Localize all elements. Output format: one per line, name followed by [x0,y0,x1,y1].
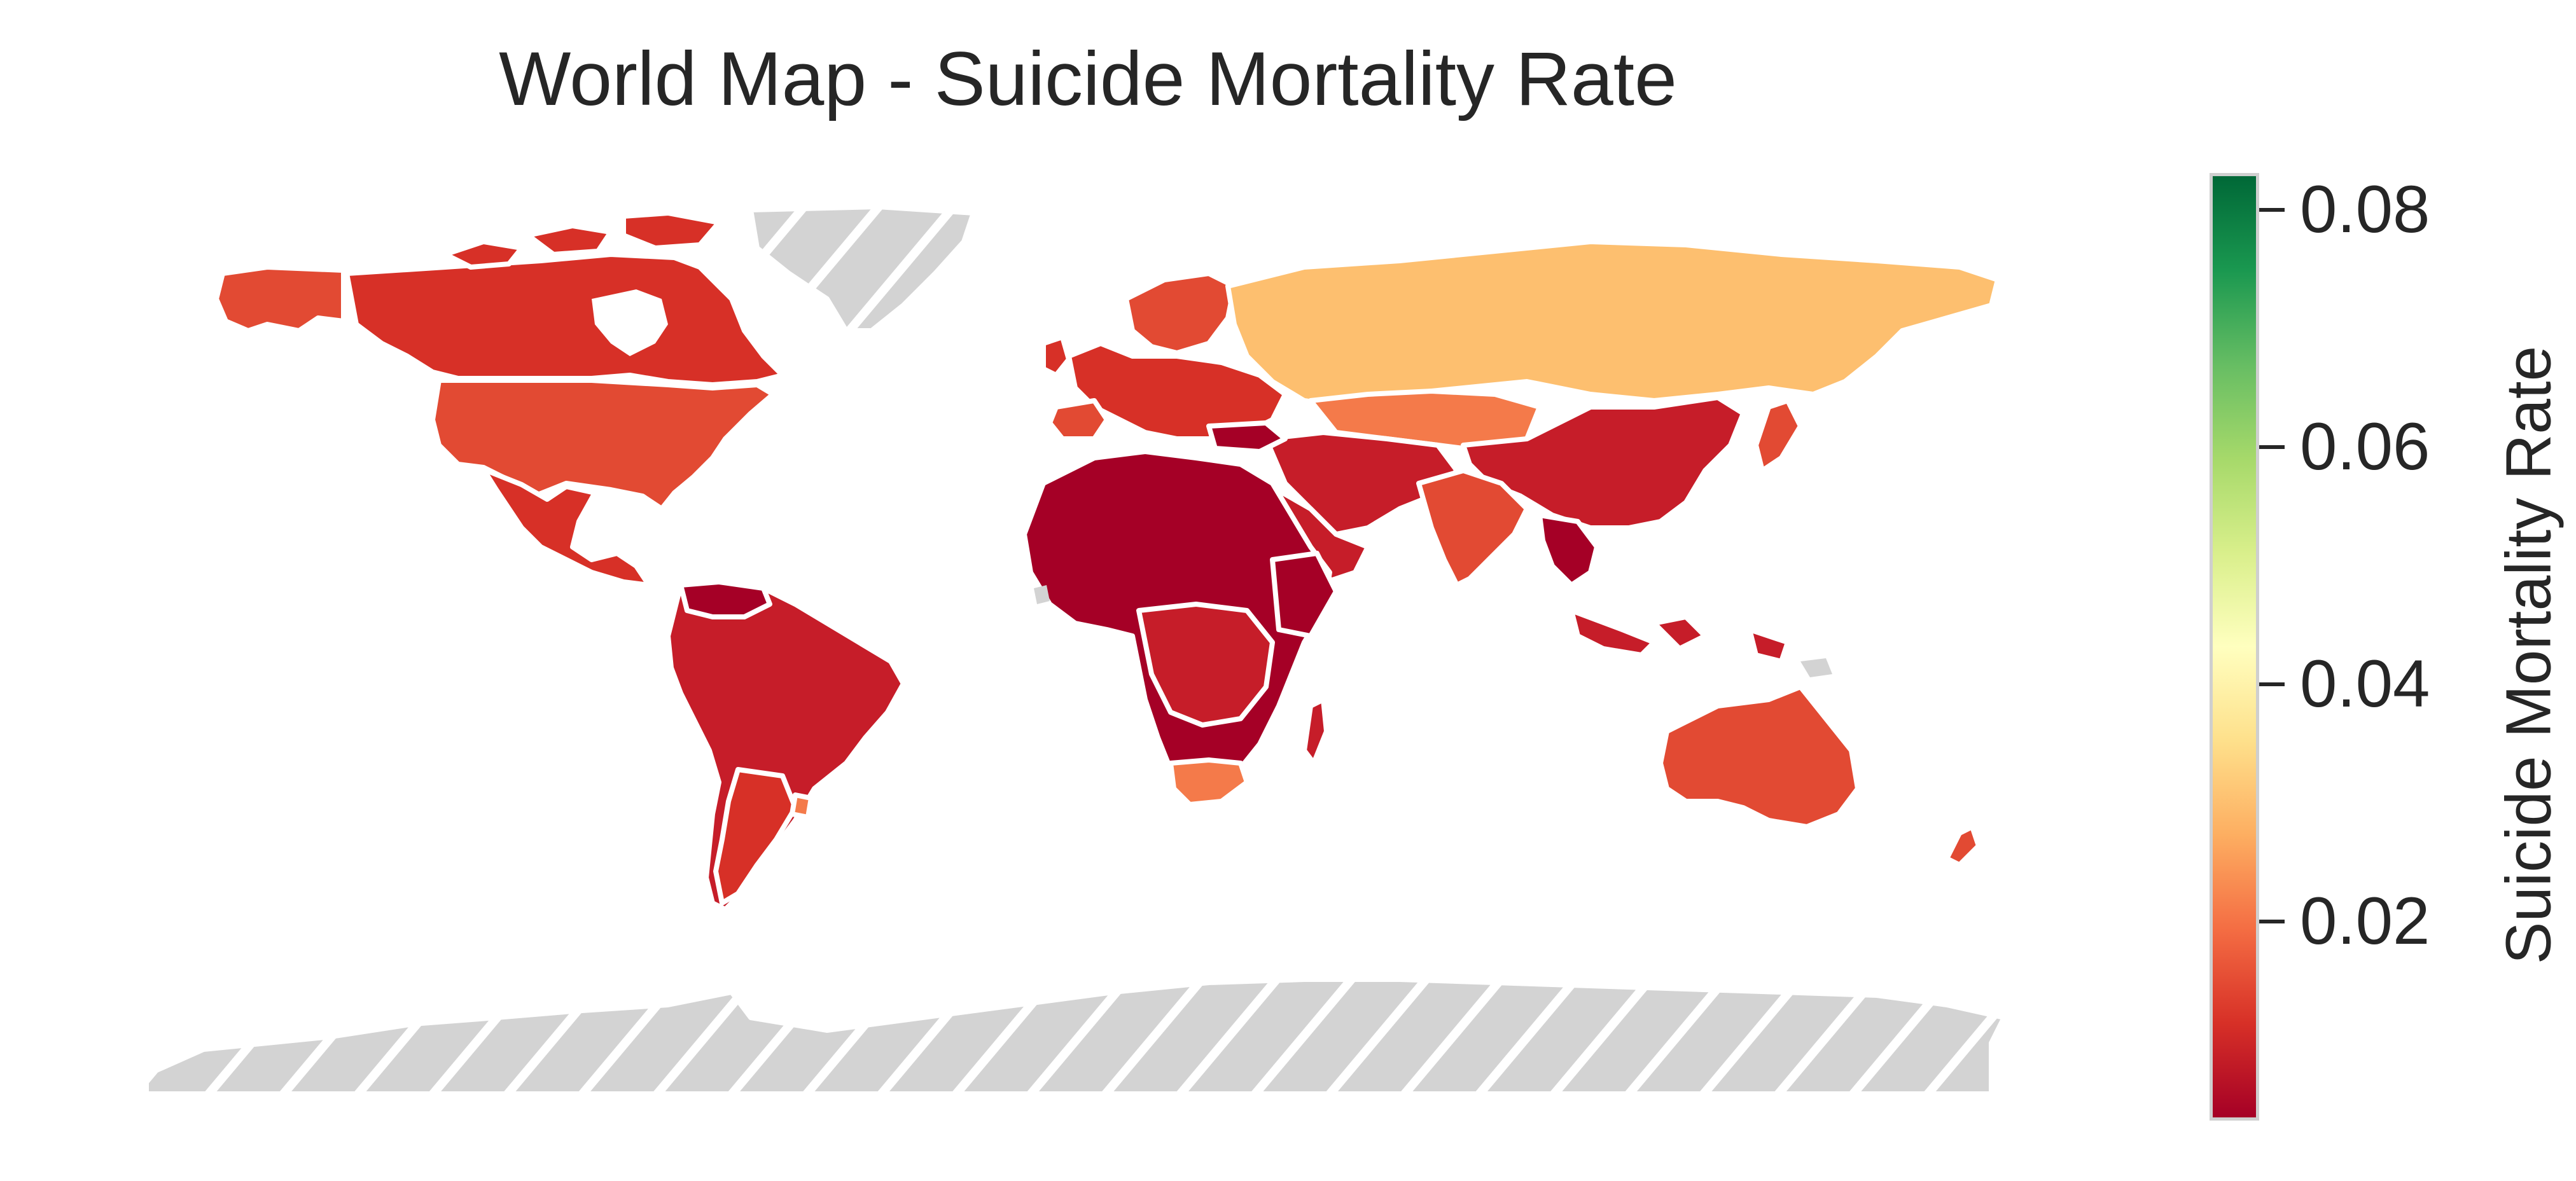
colorbar-tick-label-0.04: 0.04 [2300,647,2430,721]
turkey-region [1206,420,1288,454]
colorbar-tick-label-0.06: 0.06 [2300,410,2430,484]
arctic-islands-region [443,211,721,270]
colorbar-tick-label-0.02: 0.02 [2300,884,2430,958]
southeast-asia-region [1537,513,1599,588]
usa-region [430,378,776,511]
venezuela-region [678,579,772,619]
colorbar [2210,173,2259,1121]
argentina-region [713,767,798,906]
colorbar-tick-label-0.08: 0.08 [2300,172,2430,247]
colorbar-tick-0.02 [2259,920,2285,923]
colorbar-tick-0.04 [2259,682,2285,686]
new-guinea-missing [1800,658,1832,677]
uruguay-region [790,792,814,820]
antarctica-region [144,977,2007,1096]
mexico-region [481,467,651,588]
russia-region [1225,239,2000,410]
hudson-bay [592,289,668,356]
japan-region [1753,398,1803,473]
madagascar-region [1302,697,1329,766]
east-africa-region [1270,551,1339,639]
map-title: World Map - Suicide Mortality Rate [499,36,1677,121]
world-map [144,204,2007,1096]
scandinavia-region [1124,271,1237,356]
australia-region [1658,684,1860,829]
iberia-region [1047,398,1110,441]
south-america-region [665,579,906,912]
colorbar-label: Suicide Mortality Rate [2493,345,2565,965]
colorbar-tick-0.08 [2259,208,2285,212]
sri-lanka-missing [1034,585,1050,604]
southern-africa-region [1168,757,1250,807]
canada-region [344,252,785,387]
colorbar-tick-0.06 [2259,445,2285,449]
alaska-region [214,265,346,333]
indonesia-region [1569,608,1790,664]
new-zealand-region [1944,824,1981,867]
india-region [1416,468,1529,588]
uk-region [1041,335,1071,378]
central-africa-region [1136,602,1275,728]
greenland-region [748,204,976,333]
